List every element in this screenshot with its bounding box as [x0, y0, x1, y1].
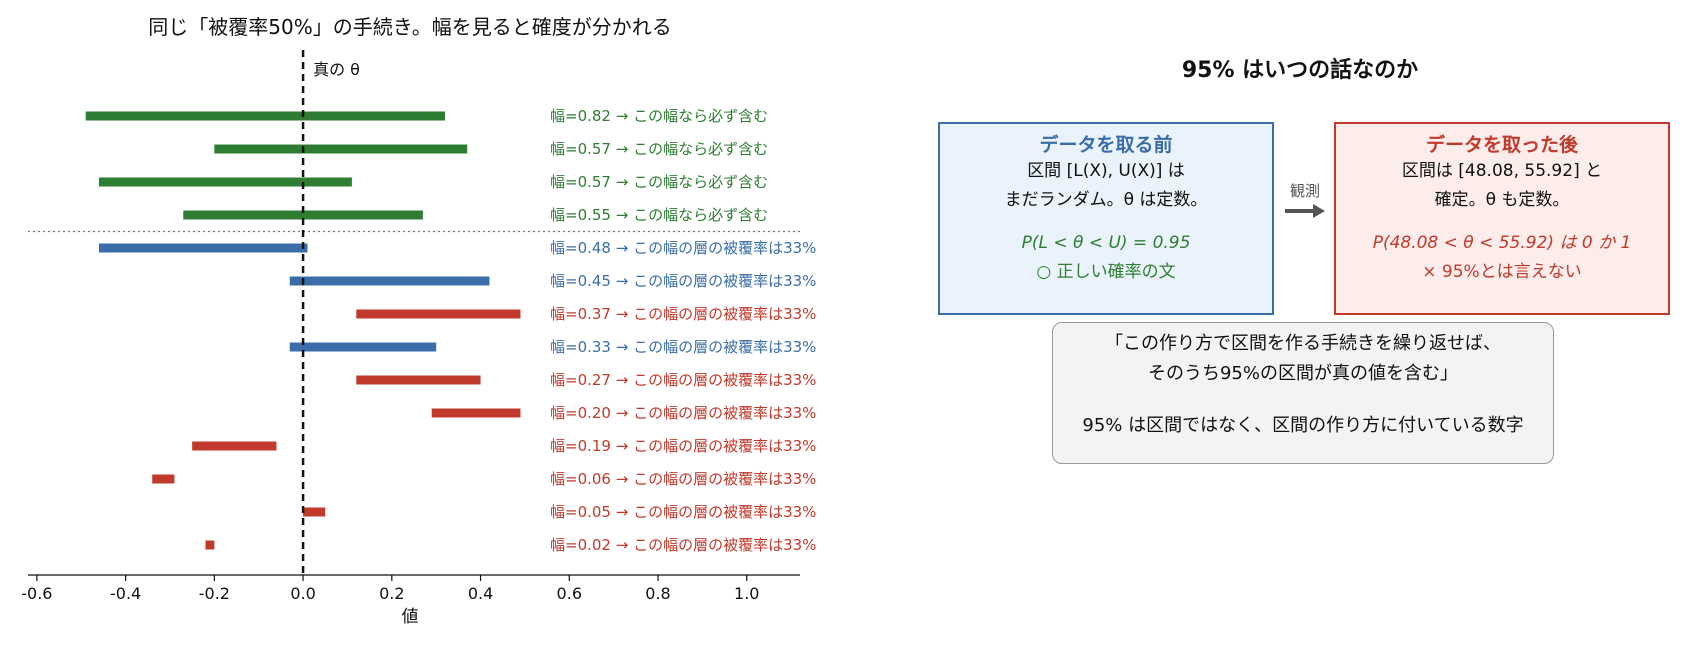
after-line1: 区間は [48.08, 55.92] と	[1401, 161, 1603, 181]
observe-label: 観測	[1289, 182, 1320, 200]
before-data-box: データを取る前 区間 [L(X), U(X)] は まだランダム。θ は定数。 …	[938, 122, 1274, 315]
before-title: データを取る前	[1039, 134, 1173, 156]
interval-label: 幅=0.82 → この幅なら必ず含む	[550, 107, 768, 125]
x-tick-label: 0.6	[557, 584, 582, 603]
interval-label: 幅=0.48 → この幅の層の被覆率は33%	[550, 239, 816, 257]
x-tick-label: 1.0	[734, 584, 759, 603]
x-axis: -0.6 -0.4 -0.2 0.0 0.2 0.4 0.6 0.8 1.0	[21, 574, 800, 603]
interval-label: 幅=0.02 → この幅の層の被覆率は33%	[550, 536, 816, 554]
chart-title: 同じ「被覆率50%」の手続き。幅を見ると確度が分かれる	[148, 15, 671, 39]
before-formula: P(L < θ < U) = 0.95	[1021, 233, 1191, 253]
after-title: データを取った後	[1425, 134, 1578, 156]
interval-chart: 同じ「被覆率50%」の手続き。幅を見ると確度が分かれる 真の θ 幅=0.82 …	[21, 15, 816, 627]
panel-title: 95% はいつの話なのか	[1181, 58, 1419, 83]
interval-label: 幅=0.05 → この幅の層の被覆率は33%	[550, 503, 816, 521]
x-tick-label: -0.4	[110, 584, 141, 603]
true-theta-label: 真の θ	[313, 60, 360, 79]
right-arrow-icon	[1285, 204, 1325, 218]
interval-label: 幅=0.45 → この幅の層の被覆率は33%	[550, 272, 816, 290]
x-tick-label: 0.8	[645, 584, 670, 603]
observe-arrow: 観測	[1280, 180, 1330, 225]
interval-label: 幅=0.27 → この幅の層の被覆率は33%	[550, 371, 816, 389]
x-tick-label: 0.2	[379, 584, 404, 603]
summary-line2: そのうち95%の区間が真の値を含む」	[1147, 363, 1458, 384]
interval-bar	[214, 144, 468, 154]
interval-bar	[289, 276, 490, 286]
interval-bar	[289, 342, 437, 352]
interval-label: 幅=0.57 → この幅なら必ず含む	[550, 140, 768, 158]
interval-label: 幅=0.57 → この幅なら必ず含む	[550, 173, 768, 191]
bars-layer: 真の θ	[28, 50, 800, 575]
before-verdict: ○ 正しい確率の文	[1036, 262, 1176, 282]
interval-bar	[98, 243, 308, 253]
interval-bar	[98, 177, 352, 187]
summary-box: 「この作り方で区間を作る手続きを繰り返せば、 そのうち95%の区間が真の値を含む…	[1052, 322, 1554, 464]
summary-line3: 95% は区間ではなく、区間の作り方に付いている数字	[1082, 415, 1524, 436]
before-line2: まだランダム。θ は定数。	[1004, 190, 1208, 210]
interval-bar	[303, 507, 326, 517]
after-verdict: × 95%とは言えない	[1422, 262, 1582, 282]
interval-label: 幅=0.20 → この幅の層の被覆率は33%	[550, 404, 816, 422]
after-data-box: データを取った後 区間は [48.08, 55.92] と 確定。θ も定数。 …	[1334, 122, 1670, 315]
after-line2: 確定。θ も定数。	[1434, 190, 1570, 210]
interval-label: 幅=0.06 → この幅の層の被覆率は33%	[550, 470, 816, 488]
interval-bar	[205, 540, 215, 550]
interval-bar	[192, 441, 277, 451]
interval-bar	[356, 309, 521, 319]
interval-label: 幅=0.19 → この幅の層の被覆率は33%	[550, 437, 816, 455]
interval-bar	[152, 474, 175, 484]
interval-label: 幅=0.33 → この幅の層の被覆率は33%	[550, 338, 816, 356]
interval-bar	[356, 375, 481, 385]
x-tick-label: -0.2	[199, 584, 230, 603]
interval-label: 幅=0.55 → この幅なら必ず含む	[550, 206, 768, 224]
interval-bar	[85, 111, 446, 121]
x-tick-label: -0.6	[21, 584, 52, 603]
interval-bar	[431, 408, 521, 418]
x-tick-label: 0.4	[468, 584, 493, 603]
after-formula: P(48.08 < θ < 55.92) は 0 か 1	[1372, 233, 1632, 253]
before-line1: 区間 [L(X), U(X)] は	[1027, 161, 1185, 181]
interval-label: 幅=0.37 → この幅の層の被覆率は33%	[550, 305, 816, 323]
x-tick-label: 0.0	[290, 584, 315, 603]
interval-bar	[183, 210, 423, 220]
x-axis-label: 値	[402, 607, 419, 627]
summary-line1: 「この作り方で区間を作る手続きを繰り返せば、	[1105, 333, 1501, 354]
